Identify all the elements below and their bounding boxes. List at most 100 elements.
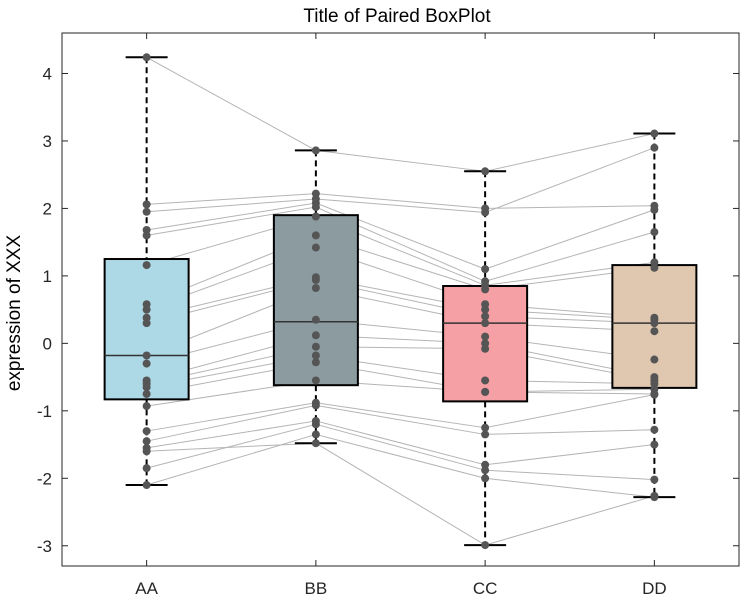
data-point xyxy=(311,420,320,429)
data-point xyxy=(481,541,490,550)
data-point xyxy=(650,355,659,364)
pair-line xyxy=(146,423,317,469)
data-point xyxy=(142,231,151,240)
data-point xyxy=(650,440,659,449)
pair-line xyxy=(146,404,316,442)
data-point xyxy=(311,430,320,439)
pair-lines xyxy=(146,56,655,546)
pair-line xyxy=(485,429,655,435)
data-point xyxy=(481,285,490,294)
pair-line xyxy=(315,404,486,435)
data-point xyxy=(311,342,320,351)
data-point xyxy=(650,228,659,237)
data-point xyxy=(311,146,320,155)
pair-line xyxy=(146,198,316,213)
y-tick-label: 1 xyxy=(43,267,52,286)
data-point xyxy=(650,205,659,214)
y-tick-label: 4 xyxy=(43,64,52,83)
data-point xyxy=(481,466,490,475)
data-point xyxy=(481,387,490,396)
data-point xyxy=(142,305,151,314)
data-point xyxy=(481,376,490,385)
data-point xyxy=(481,423,490,432)
x-axis: AA BB CC DD xyxy=(135,33,667,598)
data-point xyxy=(650,263,659,272)
data-points xyxy=(142,53,659,550)
data-point xyxy=(142,437,151,446)
box-body xyxy=(103,258,190,401)
data-point xyxy=(311,315,320,324)
data-point xyxy=(142,427,151,436)
data-point xyxy=(142,207,151,216)
pair-line xyxy=(315,198,486,213)
data-point xyxy=(311,284,320,293)
y-tick-label: -1 xyxy=(37,402,52,421)
pair-line xyxy=(485,477,655,498)
pair-line xyxy=(485,205,655,209)
data-point xyxy=(481,265,490,274)
data-point xyxy=(311,212,320,221)
data-point xyxy=(142,447,151,456)
data-point xyxy=(650,143,659,152)
y-tick-label: -2 xyxy=(37,469,52,488)
data-point xyxy=(142,319,151,328)
y-axis-label: expression of XXX xyxy=(4,235,25,392)
y-tick-label: 3 xyxy=(43,132,52,151)
data-point xyxy=(142,200,151,209)
pair-line xyxy=(146,56,317,151)
data-point xyxy=(650,327,659,336)
data-point xyxy=(311,231,320,240)
pair-line xyxy=(484,231,655,282)
data-point xyxy=(481,319,490,328)
data-point xyxy=(481,332,490,341)
data-point xyxy=(481,305,490,314)
pair-line xyxy=(146,202,316,231)
data-point xyxy=(142,261,151,270)
pair-line xyxy=(315,149,486,172)
pair-line xyxy=(146,420,316,449)
data-point xyxy=(650,390,659,399)
y-axis: -3 -2 -1 0 1 2 3 4 xyxy=(37,64,739,556)
data-point xyxy=(311,351,320,360)
pair-line xyxy=(484,147,655,213)
x-tick-label: CC xyxy=(473,579,498,598)
data-point xyxy=(142,359,151,368)
data-point xyxy=(481,167,490,176)
data-point xyxy=(142,389,151,398)
chart-title: Title of Paired BoxPlot xyxy=(303,6,491,27)
data-point xyxy=(481,430,490,439)
data-point xyxy=(311,376,320,385)
pair-line xyxy=(146,193,316,205)
data-point xyxy=(650,491,659,500)
y-tick-label: -3 xyxy=(37,537,52,556)
pair-line xyxy=(315,193,486,209)
data-point xyxy=(311,358,320,367)
data-point xyxy=(142,402,151,411)
data-point xyxy=(311,401,320,410)
data-point xyxy=(311,439,320,448)
box-aa xyxy=(103,56,190,487)
pair-line xyxy=(146,433,317,486)
pair-line xyxy=(315,202,486,270)
data-point xyxy=(142,464,151,473)
data-point xyxy=(650,475,659,484)
data-point xyxy=(311,331,320,340)
pair-line xyxy=(484,209,655,270)
data-point xyxy=(650,129,659,138)
boxes xyxy=(103,56,698,547)
x-tick-label: BB xyxy=(305,579,328,598)
pair-line xyxy=(146,442,316,452)
data-point xyxy=(650,425,659,434)
pair-line xyxy=(485,394,655,429)
data-point xyxy=(311,275,320,284)
data-point xyxy=(650,319,659,328)
data-point xyxy=(142,481,151,490)
data-point xyxy=(311,243,320,252)
data-point xyxy=(481,208,490,217)
pair-line xyxy=(485,444,655,466)
pair-line xyxy=(315,433,486,479)
pair-line xyxy=(485,469,655,481)
pair-line xyxy=(484,495,655,546)
x-tick-label: AA xyxy=(135,579,158,598)
